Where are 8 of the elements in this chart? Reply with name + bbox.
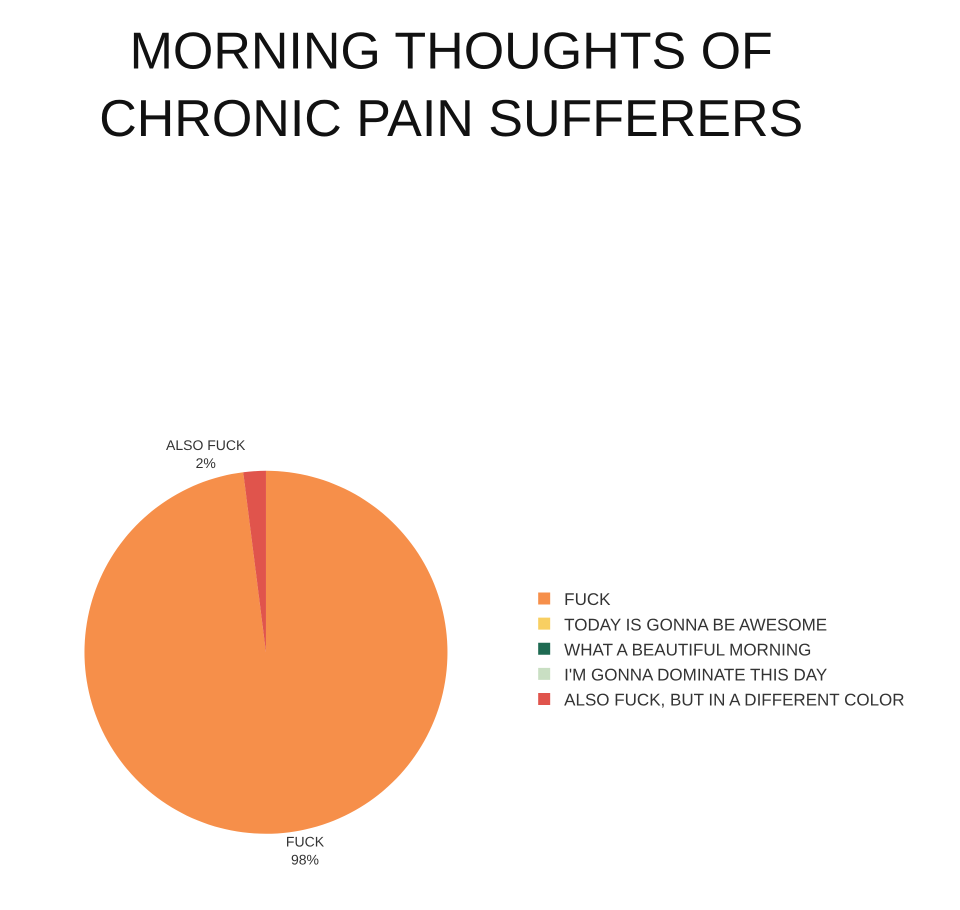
legend-label: I'M GONNA DOMINATE THIS DAY <box>564 665 828 684</box>
data-label: ALSO FUCK 2% <box>166 437 246 472</box>
legend-label: WHAT A BEAUTIFUL MORNING <box>564 640 812 660</box>
chart-title: MORNING THOUGHTS OF CHRONIC PAIN SUFFERERS <box>99 22 804 148</box>
legend-label: TODAY IS GONNA BE AWESOME <box>564 615 828 634</box>
data-label: FUCK 98% <box>286 833 325 868</box>
legend-label: ALSO FUCK, BUT IN A DIFFERENT COLOR <box>564 690 905 710</box>
legend-label: FUCK <box>564 590 612 610</box>
